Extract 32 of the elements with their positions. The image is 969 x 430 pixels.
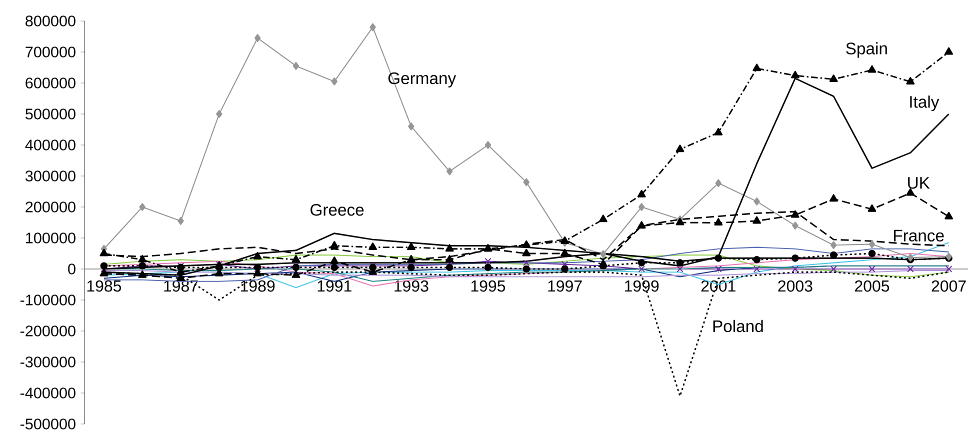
x-tick-label: 1989 <box>240 280 275 292</box>
x-tick-label: 1999 <box>625 280 659 292</box>
y-tick-label: 400000 <box>25 140 76 150</box>
y-tick-label: -200000 <box>20 326 76 336</box>
series-label: Italy <box>910 96 940 112</box>
y-tick-label: -400000 <box>20 388 76 398</box>
y-tick-label: -500000 <box>20 418 76 430</box>
x-tick-label: 1985 <box>87 280 122 292</box>
series-label: Spain <box>846 42 887 58</box>
x-tick-label: 2001 <box>701 280 736 292</box>
y-tick-label: 500000 <box>25 108 76 120</box>
y-tick-label: 800000 <box>26 16 76 26</box>
x-tick-label: 2005 <box>855 280 890 292</box>
series-label: Greece <box>310 204 364 216</box>
y-tick-label: -100000 <box>20 294 76 306</box>
y-tick-label: -300000 <box>20 356 76 368</box>
y-tick-label: 700000 <box>26 46 76 58</box>
y-tick-label: 200000 <box>26 202 76 212</box>
y-tick-label: 100000 <box>26 232 76 244</box>
x-tick-label: 1993 <box>394 280 428 292</box>
x-tick-label: 1995 <box>471 280 506 292</box>
y-tick-label: 300000 <box>25 170 76 182</box>
x-tick-label: 1991 <box>318 280 352 292</box>
x-tick-label: 2003 <box>778 280 812 292</box>
x-tick-label: 1997 <box>548 280 582 292</box>
y-tick-label: 600000 <box>26 78 76 88</box>
series-label: Poland <box>713 320 763 332</box>
series-label: France <box>894 230 944 242</box>
y-tick-label: 0 <box>68 264 76 274</box>
x-tick-label: 2007 <box>932 280 966 292</box>
series-label: UK <box>908 177 930 189</box>
series-label: Germany <box>388 72 456 88</box>
